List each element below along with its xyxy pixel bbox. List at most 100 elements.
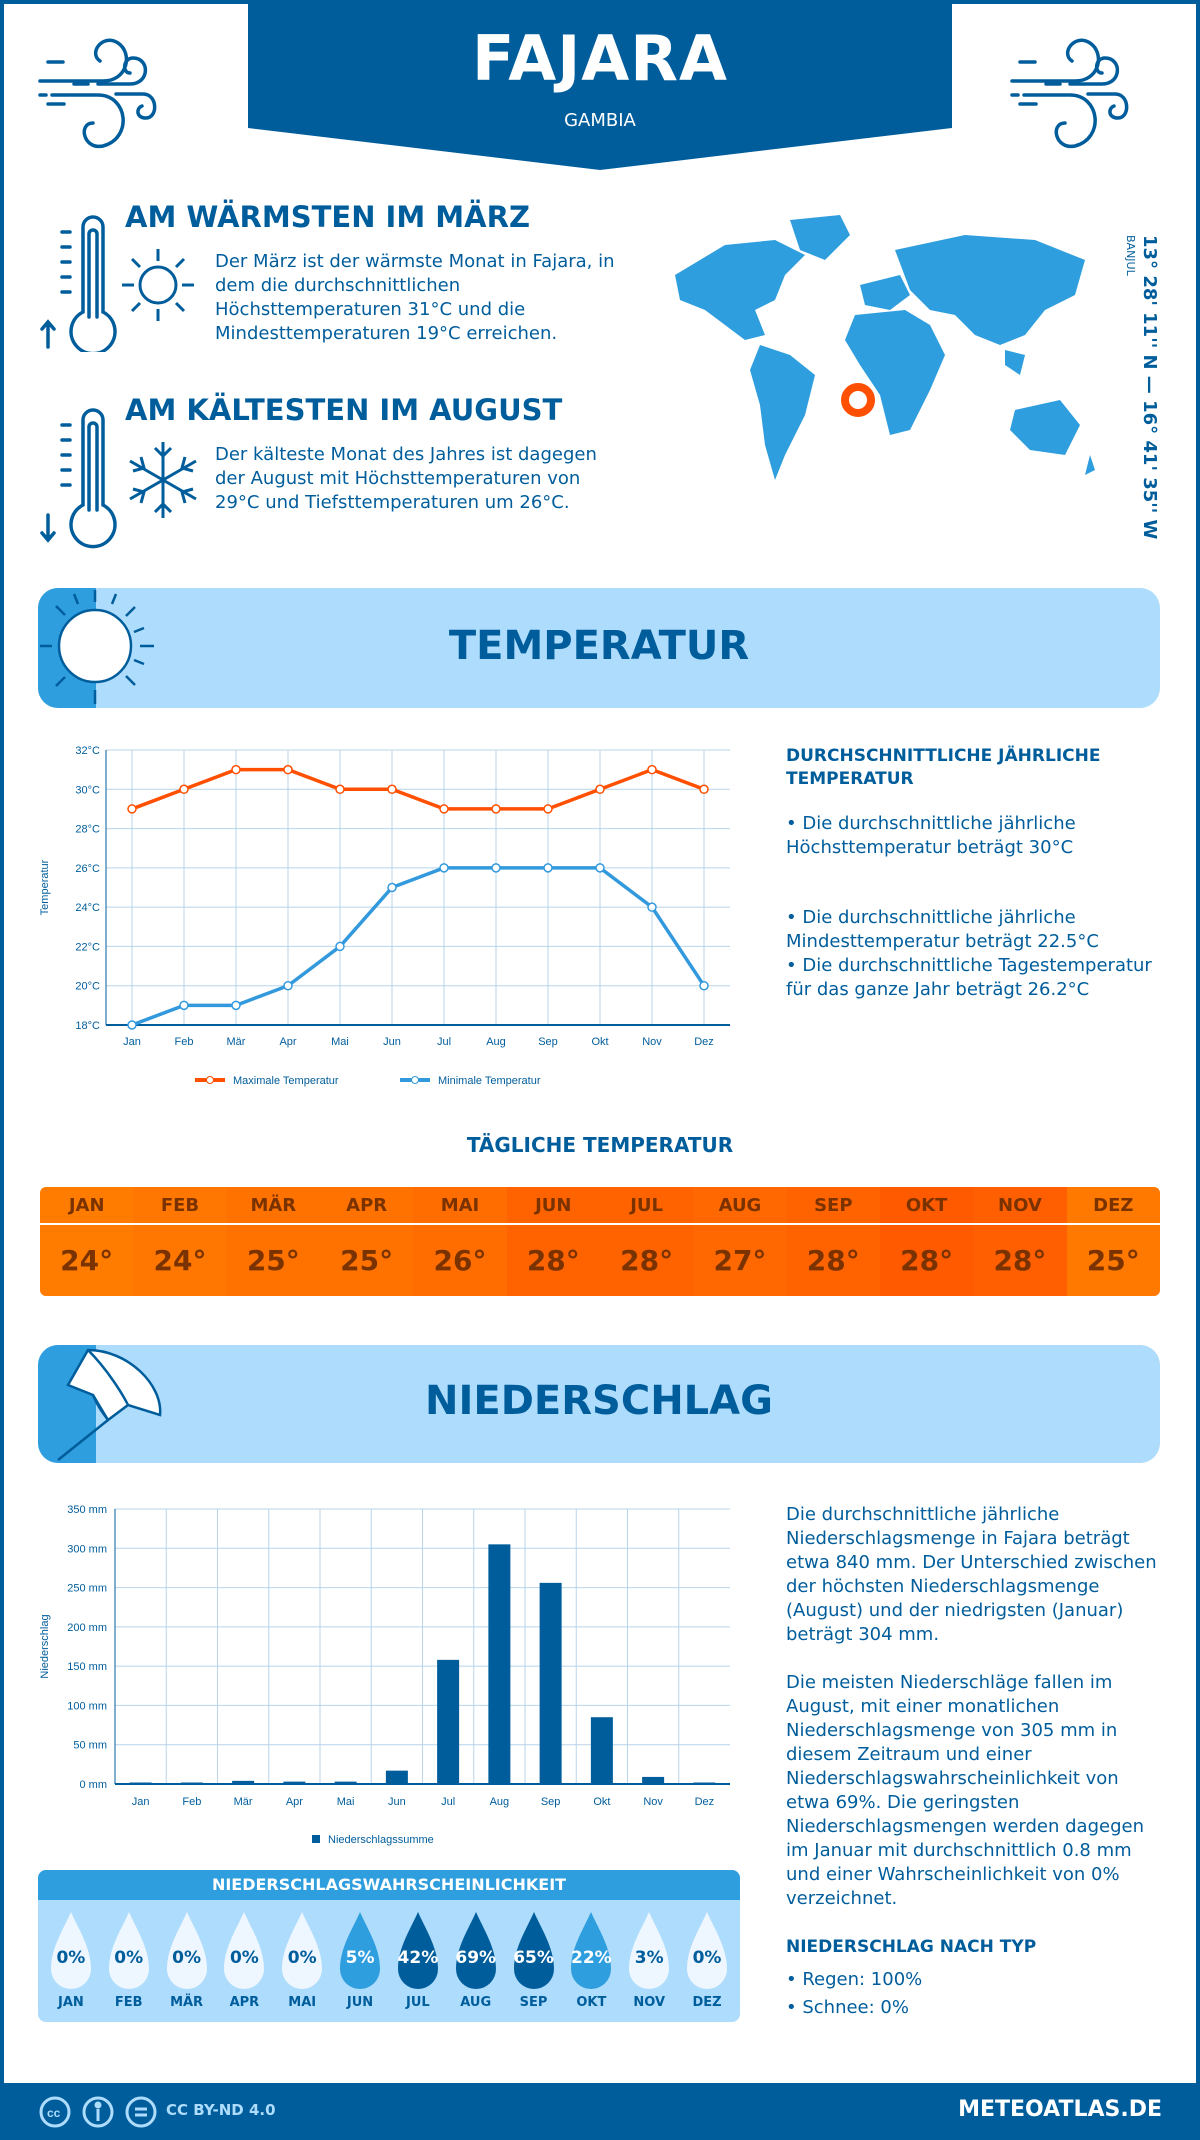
precipitation-banner: NIEDERSCHLAG — [38, 1345, 1160, 1463]
temperature-value: 28° — [900, 1244, 954, 1277]
daily-temp-aug: AUG 27° — [693, 1187, 787, 1296]
legend-label: Niederschlagssumme — [328, 1834, 434, 1846]
data-point — [179, 1000, 189, 1011]
raindrop-icon — [108, 1912, 149, 1989]
annual-min-bullet: • Die durchschnittliche jährliche Mindes… — [786, 907, 1099, 952]
coordinates: 13° 28' 11'' N — 16° 41' 35'' W BANJUL — [1124, 235, 1175, 539]
thermometer-up-icon — [40, 215, 117, 352]
data-point — [387, 882, 397, 893]
wind-icon — [1010, 38, 1129, 148]
x-tick-label: Jan — [132, 1796, 150, 1808]
data-point — [231, 1000, 241, 1011]
daily-temperature-heading: TÄGLICHE TEMPERATUR — [466, 1133, 734, 1157]
raindrop-icon — [224, 1912, 265, 1989]
x-tick-label: Okt — [593, 1796, 610, 1808]
data-point — [439, 804, 449, 814]
footer: cc CC BY-ND 4.0 METEOATLAS.DE — [0, 2083, 1200, 2140]
daily-temp-mär: MÄR 25° — [226, 1187, 320, 1296]
y-tick-label: 300 mm — [67, 1543, 107, 1555]
y-tick-label: 0 mm — [80, 1779, 108, 1791]
wind-icon — [38, 38, 157, 148]
raindrop-icon — [513, 1912, 554, 1989]
probability-drop-nov: 3% NOV — [620, 1900, 678, 2020]
annual-mean-bullet: • Die durchschnittliche Tagestemperatur … — [786, 955, 1152, 1000]
data-point — [647, 764, 657, 775]
probability-drop-jul: 42% JUL — [389, 1900, 447, 2020]
data-point — [699, 980, 709, 991]
region-label: BANJUL — [1124, 235, 1137, 276]
data-point — [491, 804, 501, 814]
precipitation-chart: 0 mm 50 mm 100 mm 150 mm 200 mm 250 mm 300 mm 3… — [39, 1504, 730, 1846]
month-label: FEB — [114, 1995, 143, 2010]
raindrop-icon — [166, 1912, 207, 1989]
x-tick-label: Okt — [591, 1036, 608, 1048]
page-title: FAJARA — [472, 22, 728, 95]
daily-temp-jul: JUL 28° — [599, 1187, 694, 1296]
x-tick-label: Sep — [541, 1796, 561, 1808]
bar — [539, 1582, 562, 1784]
raindrop-icon — [629, 1912, 670, 1989]
x-tick-label: Nov — [642, 1036, 662, 1048]
annual-temperature-heading: DURCHSCHNITTLICHE JÄHRLICHE TEMPERATUR — [786, 746, 1101, 789]
month-label: MAI — [413, 1187, 507, 1225]
y-tick-label: 250 mm — [67, 1583, 107, 1595]
probability-value: 0% — [287, 1948, 317, 1968]
data-point — [699, 784, 709, 795]
temperature-value: 24° — [153, 1244, 207, 1277]
month-label: DEZ — [692, 1995, 722, 2010]
bar — [232, 1780, 255, 1784]
x-tick-label: Mai — [337, 1796, 355, 1808]
month-label: FEB — [133, 1187, 227, 1225]
y-tick-label: 50 mm — [73, 1740, 107, 1752]
precipitation-type-heading: NIEDERSCHLAG NACH TYP — [786, 1937, 1037, 1957]
x-tick-label: Jul — [437, 1036, 451, 1048]
site-link[interactable]: METEOATLAS.DE — [958, 2097, 1162, 2122]
bar — [334, 1781, 357, 1784]
temperature-value: 25° — [1086, 1244, 1140, 1277]
probability-value: 3% — [634, 1948, 664, 1968]
daily-temp-sep: SEP 28° — [786, 1187, 880, 1296]
data-point — [543, 863, 553, 873]
data-point — [283, 980, 293, 991]
snow-share: • Schnee: 0% — [786, 1997, 909, 2018]
daily-temp-mai: MAI 26° — [413, 1187, 507, 1296]
precipitation-details: Die meisten Niederschläge fallen im Augu… — [786, 1672, 1144, 1909]
month-label: AUG — [693, 1187, 787, 1225]
probability-drop-apr: 0% APR — [215, 1900, 273, 2020]
y-tick-label: 28°C — [75, 824, 100, 836]
probability-drop-okt: 22% OKT — [562, 1900, 620, 2020]
x-tick-label: Aug — [486, 1036, 506, 1048]
warmest-text: Der März ist der wärmste Monat in Fajara… — [215, 251, 615, 344]
month-label: MÄR — [170, 1995, 204, 2010]
raindrop-icon — [282, 1912, 323, 1989]
data-point — [127, 804, 137, 814]
x-tick-label: Sep — [538, 1036, 558, 1048]
probability-drop-feb: 0% FEB — [100, 1900, 158, 2020]
temperature-value: 25° — [246, 1244, 300, 1277]
y-tick-label: 200 mm — [67, 1622, 107, 1634]
temperature-value: 28° — [526, 1244, 580, 1277]
raindrop-icon — [397, 1912, 438, 1989]
probability-value: 22% — [571, 1948, 612, 1968]
month-label: JAN — [58, 1995, 84, 2010]
data-point — [179, 784, 189, 795]
data-point — [283, 764, 293, 775]
sun-icon — [122, 249, 194, 321]
month-label: SEP — [519, 1995, 548, 2010]
license-icons: cc — [39, 2096, 157, 2128]
probability-value: 0% — [56, 1948, 86, 1968]
y-tick-label: 32°C — [75, 745, 100, 757]
temperature-value: 26° — [433, 1244, 487, 1277]
annual-max-bullet: • Die durchschnittliche jährliche Höchst… — [786, 813, 1076, 858]
month-label: MÄR — [226, 1187, 320, 1225]
raindrop-icon — [50, 1912, 91, 1989]
month-label: AUG — [460, 1995, 492, 2010]
probability-value: 69% — [455, 1948, 497, 1968]
probability-drop-mai: 0% MAI — [273, 1900, 331, 2020]
probability-drop-sep: 65% SEP — [505, 1900, 563, 2020]
y-tick-label: 150 mm — [67, 1661, 107, 1673]
month-label: JUL — [599, 1187, 694, 1225]
data-point — [127, 1020, 137, 1030]
daily-temp-jan: JAN 24° — [40, 1187, 134, 1296]
month-label: OKT — [879, 1187, 974, 1225]
